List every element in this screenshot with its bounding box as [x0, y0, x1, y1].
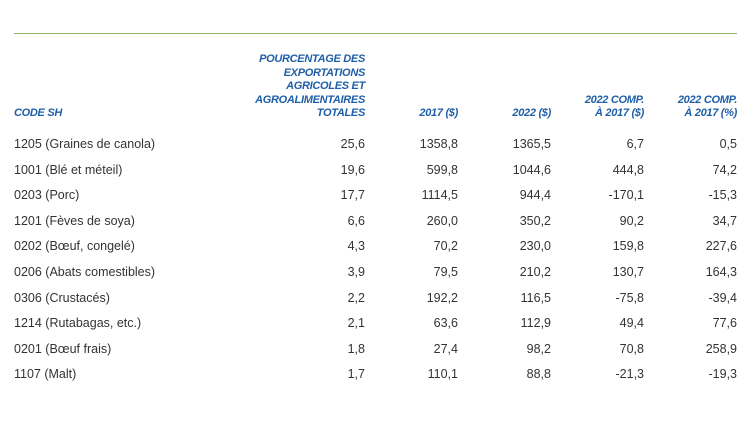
- row-label: 1201 (Fèves de soya): [14, 213, 135, 228]
- cell: 25,6: [340, 137, 365, 151]
- cell: 6,7: [626, 137, 644, 151]
- header-line: 2022 COMP.: [677, 93, 737, 106]
- row-label: 0203 (Porc): [14, 188, 80, 203]
- cell: 0,5: [719, 137, 737, 151]
- cell: 17,7: [340, 188, 365, 203]
- cell: 112,9: [520, 316, 551, 331]
- column-header: 2022 ($): [512, 107, 551, 121]
- cell: 70,8: [619, 341, 644, 356]
- column-header: POURCENTAGE DES EXPORTATIONS AGRICOLES ET A…: [255, 53, 365, 121]
- cell: 159,8: [612, 239, 644, 254]
- cell: -39,4: [708, 290, 738, 305]
- cell: 2,1: [347, 316, 365, 331]
- header-line: 2022 ($): [512, 107, 551, 120]
- cell: 19,6: [340, 162, 365, 177]
- header-line: 2017 ($): [419, 107, 458, 120]
- cell: 34,7: [712, 213, 737, 228]
- cell: 227,6: [705, 239, 737, 254]
- cell: 63,6: [433, 316, 458, 331]
- cell: 599,8: [426, 162, 458, 177]
- cell: 210,2: [519, 265, 551, 279]
- cell: -15,3: [708, 188, 738, 203]
- cell: -170,1: [608, 188, 644, 203]
- cell: 98,2: [526, 341, 551, 356]
- cell: 74,2: [712, 162, 737, 177]
- cell: 27,4: [433, 341, 458, 356]
- cell: 1358,8: [419, 137, 458, 151]
- cell: 230,0: [519, 239, 551, 254]
- cell: 130,7: [612, 265, 644, 279]
- cell: 88,8: [526, 367, 551, 382]
- row-label: 1205 (Graines de canola): [14, 137, 156, 151]
- cell: 49,4: [619, 316, 644, 331]
- cell: 444,8: [612, 162, 644, 177]
- cell: 77,6: [712, 316, 737, 331]
- header-line: À 2017 (%): [684, 107, 737, 120]
- cell: -21,3: [615, 367, 645, 382]
- header-line: CODE SH: [14, 107, 63, 120]
- cell: 3,9: [347, 265, 365, 279]
- cell: 164,3: [705, 265, 737, 279]
- cell: -19,3: [708, 367, 738, 382]
- header-line: EXPORTATIONS: [283, 66, 366, 79]
- cell: 110,1: [427, 367, 458, 382]
- cell: 260,0: [426, 213, 458, 228]
- column-header: 2022 COMP. À 2017 (%): [678, 94, 737, 121]
- cell: 2,2: [347, 290, 365, 305]
- column-header: 2022 COMP. À 2017 ($): [585, 94, 644, 121]
- row-label: 1214 (Rutabagas, etc.): [14, 316, 142, 331]
- cell: 1,7: [347, 367, 365, 382]
- cell: 1,8: [347, 341, 365, 356]
- row-label: 0201 (Bœuf frais): [14, 341, 112, 356]
- cell: 79,5: [433, 265, 458, 279]
- cell: 90,2: [619, 213, 644, 228]
- cell: 350,2: [519, 213, 551, 228]
- column-header: CODE SH: [14, 107, 62, 121]
- cell: 1114,5: [421, 188, 458, 203]
- row-label: 1107 (Malt): [14, 367, 77, 382]
- cell: 192,2: [426, 290, 458, 305]
- header-line: AGROALIMENTAIRES: [255, 93, 365, 106]
- cell: 1365,5: [512, 137, 551, 151]
- column-header: 2017 ($): [419, 107, 458, 121]
- cell: 944,4: [519, 188, 551, 203]
- row-label: 1001 (Blé et méteil): [14, 162, 123, 177]
- cell: 116,5: [520, 290, 551, 305]
- cell: 4,3: [347, 239, 365, 254]
- row-label: 0306 (Crustacés): [14, 290, 110, 305]
- top-rule: [14, 33, 737, 34]
- header-line: AGRICOLES ET: [286, 80, 365, 93]
- cell: 6,6: [347, 213, 365, 228]
- header-line: À 2017 ($): [595, 107, 644, 120]
- cell: 70,2: [433, 239, 458, 254]
- header-line: TOTALES: [316, 107, 366, 120]
- cell: 1044,6: [512, 162, 551, 177]
- cell: 258,9: [705, 341, 737, 356]
- row-label: 0202 (Bœuf, congelé): [14, 239, 135, 254]
- row-label: 0206 (Abats comestibles): [14, 265, 156, 279]
- header-line: POURCENTAGE DES: [259, 53, 365, 65]
- header-line: 2022 COMP.: [584, 93, 644, 106]
- cell: -75,8: [615, 290, 645, 305]
